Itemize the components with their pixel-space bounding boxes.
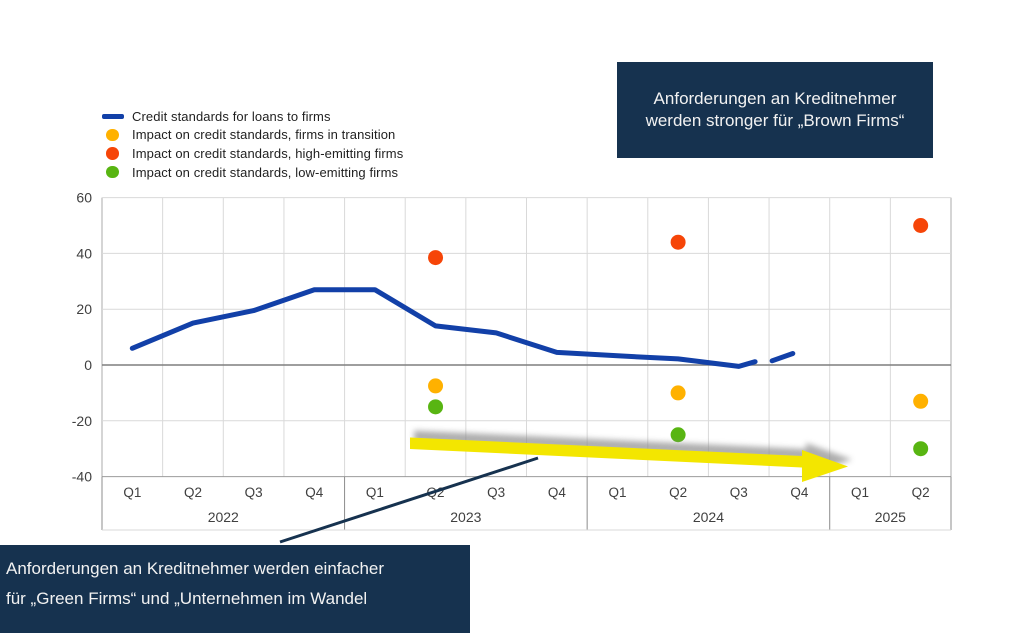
x-quarter-label: Q3 bbox=[730, 485, 748, 500]
data-point bbox=[428, 399, 444, 415]
x-quarter-label: Q1 bbox=[123, 485, 141, 500]
y-tick-label: 60 bbox=[76, 190, 92, 206]
x-quarter-label: Q4 bbox=[548, 485, 567, 500]
green-dot-swatch-icon bbox=[106, 165, 119, 179]
x-quarter-label: Q1 bbox=[366, 485, 384, 500]
x-quarter-label: Q2 bbox=[669, 485, 687, 500]
legend-item-label: Impact on credit standards, firms in tra… bbox=[132, 127, 396, 143]
y-tick-label: -40 bbox=[72, 469, 92, 485]
arrow-shadow bbox=[414, 430, 852, 475]
x-quarter-label: Q1 bbox=[851, 485, 869, 500]
yellow-dot-swatch-icon bbox=[106, 128, 119, 142]
legend-item: Impact on credit standards, high-emittin… bbox=[100, 144, 403, 163]
line-series-swatch-icon bbox=[102, 114, 124, 119]
data-point bbox=[913, 393, 929, 409]
legend-item: Credit standards for loans to firms bbox=[100, 107, 403, 126]
yellow-arrow bbox=[410, 437, 848, 482]
x-quarter-label: Q4 bbox=[790, 485, 809, 500]
annotation-box-green-firms: Anforderungen an Kreditnehmer werden ein… bbox=[0, 545, 470, 633]
data-point bbox=[913, 218, 929, 233]
y-tick-label: 20 bbox=[76, 301, 92, 317]
credit-standards-line-dashed bbox=[769, 350, 796, 364]
x-quarter-label: Q2 bbox=[184, 485, 202, 500]
x-quarter-label: Q4 bbox=[305, 485, 324, 500]
data-point bbox=[670, 234, 686, 250]
legend-item-label: Impact on credit standards, high-emittin… bbox=[132, 145, 404, 161]
data-point bbox=[670, 385, 686, 401]
x-year-label: 2025 bbox=[875, 509, 906, 525]
legend-item-label: Credit standards for loans to firms bbox=[132, 108, 331, 124]
annotation-text-brown-firms: Anforderungen an Kreditnehmer werden str… bbox=[645, 88, 905, 130]
x-quarter-label: Q1 bbox=[608, 485, 626, 500]
annotation-text-green-firms-line1: Anforderungen an Kreditnehmer werden ein… bbox=[6, 559, 385, 578]
callout-line bbox=[279, 456, 539, 544]
legend-item: Impact on credit standards, firms in tra… bbox=[100, 126, 403, 145]
data-point bbox=[670, 427, 686, 443]
data-point bbox=[428, 378, 444, 394]
credit-standards-line bbox=[129, 287, 758, 369]
x-quarter-label: Q2 bbox=[912, 485, 930, 500]
x-quarter-label: Q3 bbox=[487, 485, 505, 500]
annotation-text-green-firms-line2: für „Green Firms“ und „Unternehmen im Wa… bbox=[6, 589, 368, 609]
x-year-label: 2024 bbox=[693, 509, 724, 525]
y-tick-label: -20 bbox=[72, 413, 92, 429]
y-tick-label: 0 bbox=[84, 357, 92, 373]
data-point bbox=[913, 441, 929, 457]
x-year-label: 2022 bbox=[208, 509, 239, 525]
red-dot-swatch-icon bbox=[106, 147, 119, 160]
legend-item-label: Impact on credit standards, low-emitting… bbox=[132, 164, 399, 180]
x-quarter-label: Q3 bbox=[245, 485, 263, 500]
data-point bbox=[428, 250, 444, 266]
annotation-box-brown-firms: Anforderungen an Kreditnehmer werden str… bbox=[617, 62, 933, 158]
y-tick-label: 40 bbox=[76, 245, 92, 261]
x-year-label: 2023 bbox=[450, 509, 481, 525]
legend-item: Impact on credit standards, low-emitting… bbox=[100, 163, 403, 182]
chart-legend: Credit standards for loans to firms Impa… bbox=[100, 107, 403, 181]
